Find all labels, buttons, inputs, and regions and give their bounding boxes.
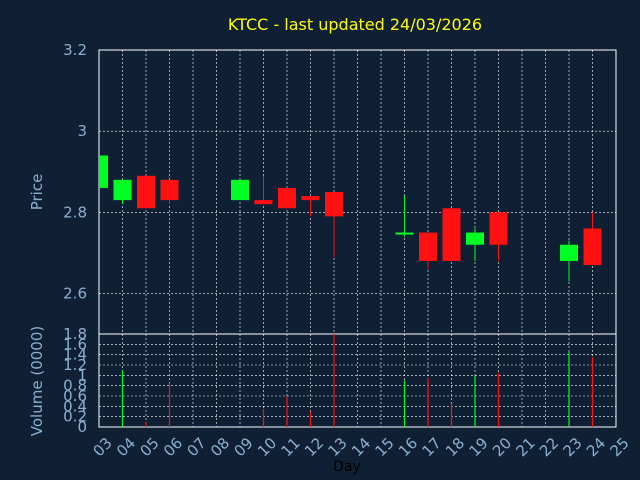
x-tick-label: 25 (607, 434, 633, 460)
price-axis-label: Price (28, 174, 46, 211)
candle-body (489, 212, 508, 245)
volume-tick-label: 0.8 (63, 377, 87, 395)
price-tick-label: 2.8 (63, 203, 87, 221)
x-tick-label: 16 (395, 434, 421, 460)
price-tick-label: 3 (77, 122, 87, 140)
candle-body (466, 232, 484, 245)
x-tick-label: 03 (90, 434, 116, 460)
volume-tick-label: 1.8 (63, 325, 87, 343)
volume-tick-label: 0 (77, 418, 87, 436)
x-tick-label: 07 (184, 434, 210, 460)
volume-tick-label: 0.6 (63, 387, 87, 405)
x-tick-label: 23 (560, 434, 586, 460)
volume-tick-label: 1 (77, 366, 87, 384)
chart-title: KTCC - last updated 24/03/2026 (228, 15, 482, 34)
x-tick-label: 08 (207, 434, 233, 460)
x-tick-label: 21 (513, 434, 539, 460)
volume-panel: 00.20.40.60.811.21.41.61.8 03040506070809… (63, 325, 633, 460)
x-tick-label: 13 (325, 434, 351, 460)
candles (99, 155, 602, 282)
candle-body (583, 228, 602, 266)
x-axis-label: Day (333, 459, 361, 475)
x-tick-label: 24 (583, 434, 609, 460)
x-tick-label: 14 (348, 434, 374, 460)
price-tick-label: 2.6 (63, 284, 87, 302)
candle-body (419, 232, 437, 261)
volume-tick-label: 0.4 (63, 397, 87, 415)
x-tick-label: 11 (278, 434, 304, 460)
x-tick-label: 19 (466, 434, 492, 460)
candle-body (99, 155, 108, 188)
x-tick-label: 10 (254, 434, 280, 460)
volume-tick-label: 1.4 (63, 346, 87, 364)
candle-body (137, 175, 155, 209)
x-tick-label: 18 (442, 434, 468, 460)
candle-body (442, 208, 461, 261)
x-tick-label: 22 (536, 434, 562, 460)
price-tick-label: 3.2 (63, 41, 87, 59)
volume-tick-label: 1.6 (63, 335, 87, 353)
x-tick-label: 20 (489, 434, 515, 460)
candle-body (113, 179, 132, 201)
price-panel: 2.6 2.8 3 3.2 (63, 41, 617, 335)
candle-body (160, 179, 179, 201)
volume-tick-label: 1.2 (63, 356, 87, 374)
candle-body (560, 244, 578, 261)
volume-tick-label: 0.2 (63, 408, 87, 426)
x-tick-label: 05 (137, 434, 163, 460)
x-tick-label: 15 (372, 434, 398, 460)
candle-body (395, 232, 414, 235)
candle-body (325, 192, 343, 217)
candle-body (231, 179, 249, 201)
volume-axis-label: Volume (0000) (28, 326, 46, 436)
candle-body (254, 200, 273, 205)
candle-body (278, 187, 296, 209)
x-tick-label: 06 (160, 434, 186, 460)
x-tick-label: 17 (419, 434, 445, 460)
candle-body (301, 196, 320, 201)
x-tick-label: 04 (113, 434, 139, 460)
x-tick-label: 09 (231, 434, 257, 460)
x-tick-label: 12 (301, 434, 327, 460)
